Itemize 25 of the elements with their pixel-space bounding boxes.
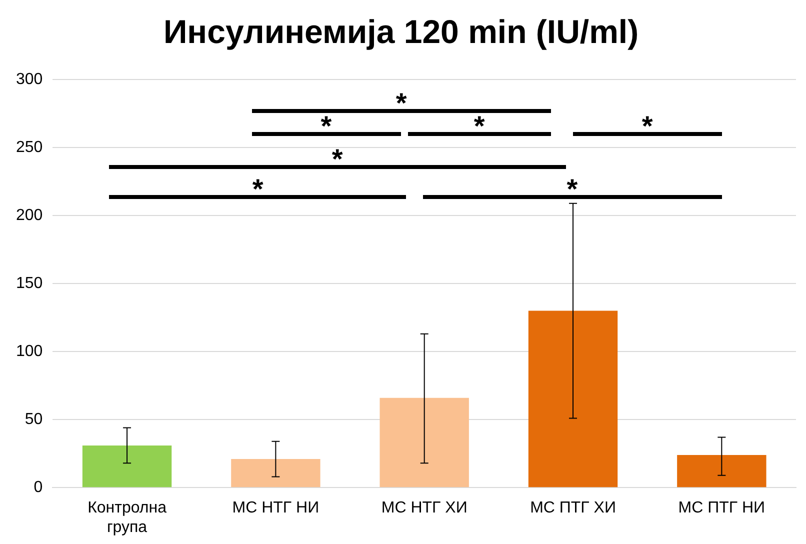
annotation: * [252,173,264,204]
annotation: * [396,88,407,119]
annotation: * [320,110,332,142]
x-tick-label: МС НТГ ХИ [381,500,468,517]
chart-title: Инсулинемија 120 min (IU/ml) [163,12,639,50]
x-tick-label: МС ПТГ НИ [678,500,766,517]
bar [231,459,320,488]
x-tick-label: МС ПТГ ХИ [530,500,616,517]
annotation: * [474,110,485,142]
y-tick-label: 100 [16,343,43,360]
bar [677,454,766,488]
bar [380,398,469,488]
y-tick-label: 50 [24,411,43,428]
x-tick-label: МС НТГ НИ [232,500,320,517]
y-tick-label: 300 [16,71,43,88]
y-tick-label: 200 [16,207,43,224]
annotation: * [332,143,343,174]
y-tick-label: 0 [34,479,43,496]
bar [528,310,618,488]
annotation: * [642,110,653,142]
bar [82,445,172,488]
y-tick-label: 250 [16,139,43,156]
annotation: * [566,173,578,204]
y-tick-label: 150 [16,275,43,292]
x-tick-label: Контролна група [88,500,167,536]
